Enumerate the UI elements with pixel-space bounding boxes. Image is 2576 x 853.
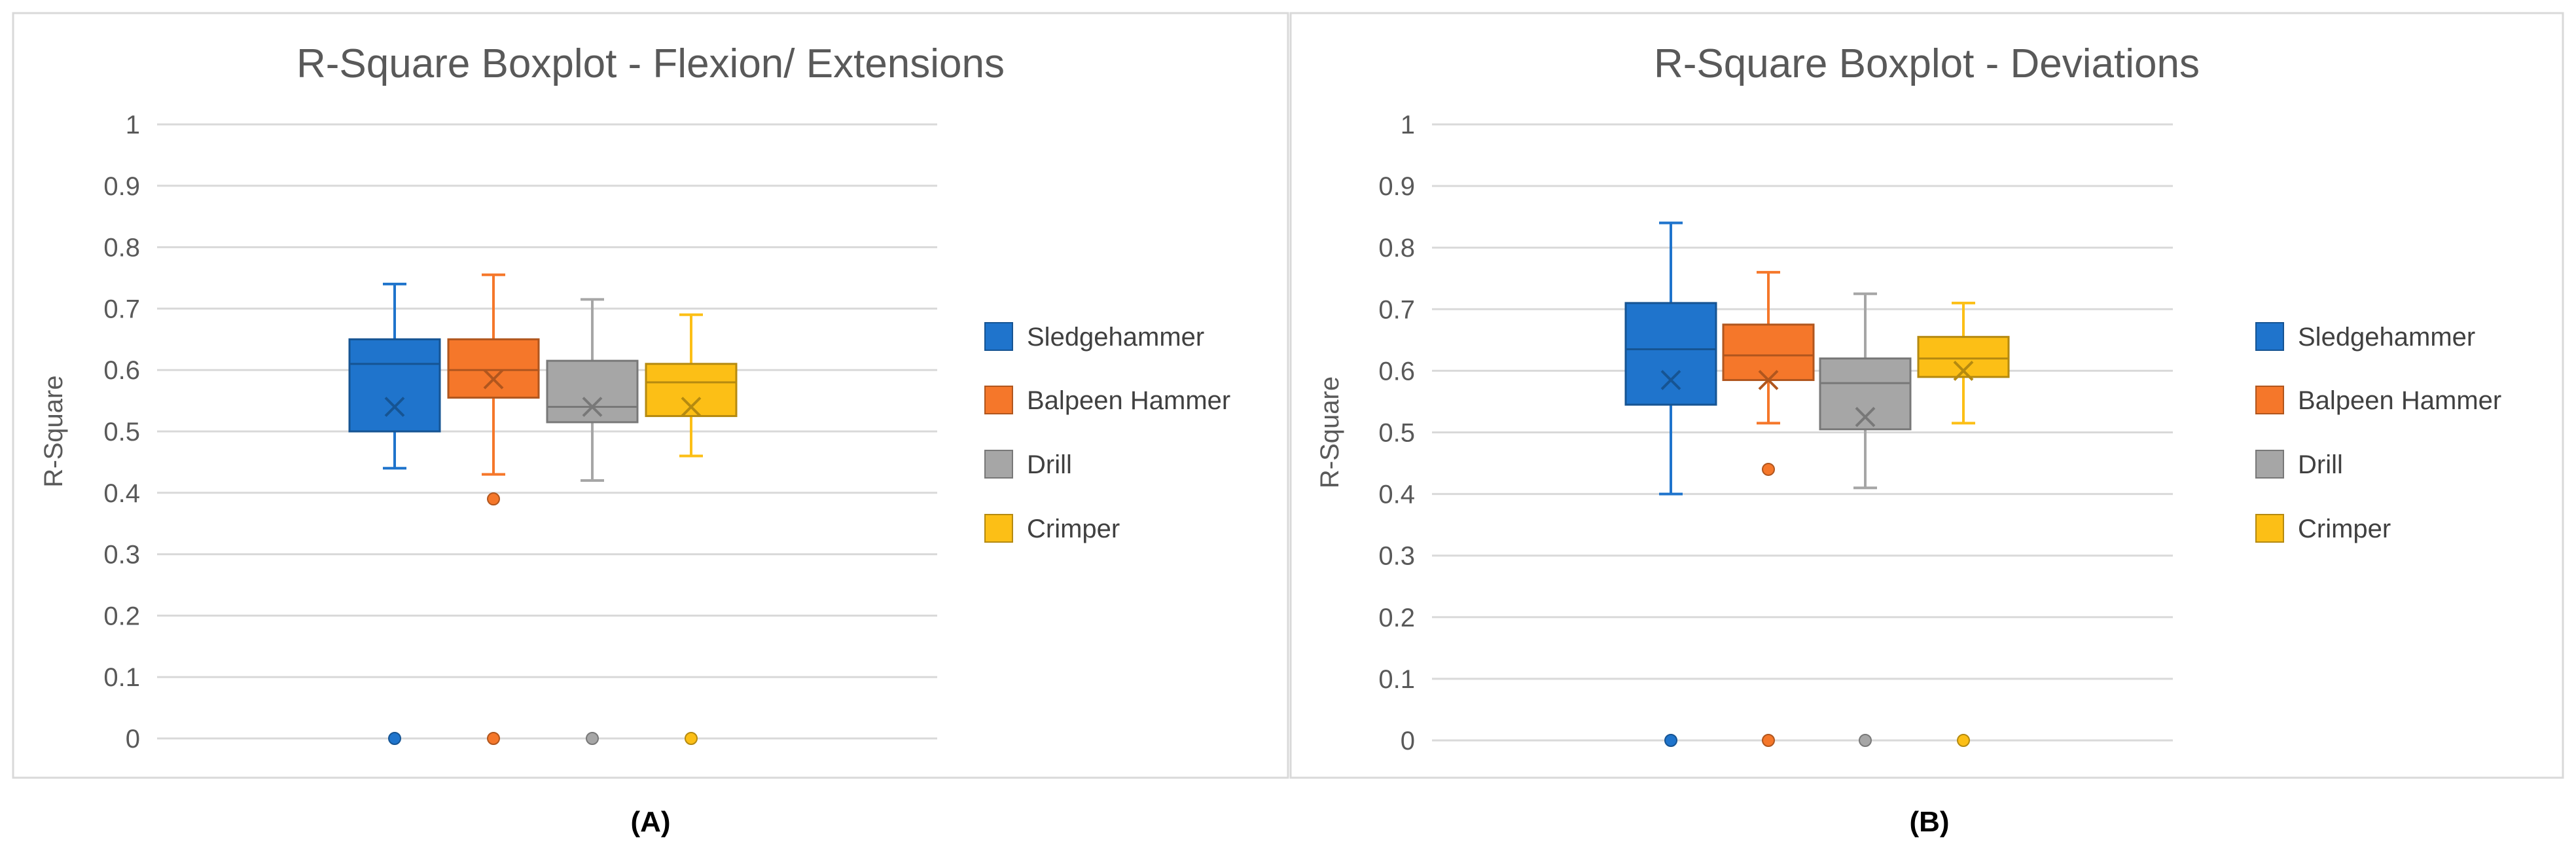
y-tick-label: 1: [126, 111, 140, 139]
legend-swatch: [984, 514, 1013, 543]
box-balpeen-hammer: [447, 273, 540, 745]
legend-swatch: [2255, 322, 2284, 351]
y-tick-label: 0.2: [103, 602, 140, 630]
y-tick-label: 0.2: [1378, 604, 1415, 632]
iqr-box: [348, 338, 441, 433]
outlier-point: [487, 732, 500, 745]
y-tick-label: 0.8: [1378, 234, 1415, 263]
box-balpeen-hammer: [1722, 270, 1815, 747]
legend-swatch: [2255, 450, 2284, 479]
box-sledgehammer: [348, 282, 441, 745]
mean-marker: [1953, 360, 1974, 381]
y-tick-label: 0.3: [1378, 542, 1415, 571]
y-tick-label: 0.6: [1378, 357, 1415, 386]
mean-marker: [384, 397, 405, 417]
outlier-point: [388, 732, 401, 745]
chart-title: R-Square Boxplot - Deviations: [1654, 41, 2200, 86]
y-tick-label: 0.7: [103, 295, 140, 323]
y-axis-label: R-Square: [39, 375, 68, 487]
mean-marker: [483, 369, 504, 390]
legend-swatch: [2255, 514, 2284, 543]
box-drill: [1819, 292, 1912, 747]
outlier-point: [586, 732, 599, 745]
legend-label: Crimper: [2298, 515, 2391, 543]
mean-marker: [1855, 407, 1876, 427]
iqr-box: [546, 359, 639, 424]
legend-item-sledgehammer: Sledgehammer: [984, 322, 1204, 352]
y-tick-label: 0.9: [1378, 172, 1415, 201]
box-crimper: [1917, 301, 2010, 747]
outlier-point: [1957, 734, 1970, 747]
legend-label: Drill: [1027, 450, 1072, 479]
y-tick-label: 0.6: [103, 356, 140, 385]
box-crimper: [645, 313, 738, 745]
iqr-box: [447, 338, 540, 399]
y-tick-label: 0.8: [103, 234, 140, 263]
y-tick-label: 0.5: [1378, 419, 1415, 448]
outlier-point: [1762, 734, 1775, 747]
legend-label: Balpeen Hammer: [2298, 386, 2501, 415]
outlier-point: [487, 492, 500, 506]
legend-label: Sledgehammer: [1027, 323, 1204, 352]
outlier-point: [1664, 734, 1677, 747]
mean-marker: [582, 397, 603, 417]
legend-item-crimper: Crimper: [2255, 514, 2391, 543]
panel-caption: (A): [630, 806, 670, 838]
outlier-point: [1762, 462, 1775, 476]
mean-marker: [681, 397, 702, 417]
legend-swatch: [984, 322, 1013, 351]
chart-panel-2: R-Square Boxplot - Deviations 0 0.1 0.2 0.3 0…: [1289, 12, 2564, 838]
legend-label: Crimper: [1027, 515, 1120, 543]
legend-item-sledgehammer: Sledgehammer: [2255, 322, 2475, 352]
legend-swatch: [984, 386, 1013, 414]
legend-label: Sledgehammer: [2298, 323, 2475, 352]
outlier-point: [1859, 734, 1872, 747]
legend-label: Balpeen Hammer: [1027, 386, 1230, 415]
box-drill: [546, 298, 639, 745]
y-tick-label: 0.1: [1378, 665, 1415, 694]
legend-item-balpeen-hammer: Balpeen Hammer: [2255, 386, 2501, 415]
y-tick-label: 1: [1401, 111, 1415, 139]
outlier-point: [685, 732, 698, 745]
chart-title: R-Square Boxplot - Flexion/ Extensions: [296, 41, 1005, 86]
y-tick-label: 0.7: [1378, 295, 1415, 324]
panel-caption: (B): [1909, 806, 1949, 838]
y-tick-label: 0: [126, 725, 140, 753]
legend-swatch: [2255, 386, 2284, 414]
mean-marker: [1758, 370, 1779, 390]
chart-frame: [1289, 12, 2564, 779]
iqr-box: [1722, 323, 1815, 382]
legend-item-drill: Drill: [984, 450, 1072, 479]
legend-item-balpeen-hammer: Balpeen Hammer: [984, 386, 1230, 415]
y-tick-label: 0: [1401, 727, 1415, 755]
iqr-box: [1624, 302, 1717, 406]
legend-item-crimper: Crimper: [984, 514, 1120, 543]
legend-label: Drill: [2298, 450, 2343, 479]
y-tick-label: 0.4: [1378, 481, 1415, 509]
y-axis-label: R-Square: [1315, 376, 1344, 488]
y-tick-label: 0.3: [103, 541, 140, 570]
mean-marker: [1660, 370, 1681, 390]
legend-swatch: [984, 450, 1013, 479]
legend-item-drill: Drill: [2255, 450, 2343, 479]
y-tick-label: 0.4: [103, 479, 140, 508]
y-tick-label: 0.1: [103, 663, 140, 692]
box-sledgehammer: [1624, 221, 1717, 747]
y-tick-label: 0.9: [103, 172, 140, 201]
chart-panel-1: R-Square Boxplot - Flexion/ Extensions 0 0…: [12, 12, 1289, 838]
y-tick-label: 0.5: [103, 418, 140, 446]
